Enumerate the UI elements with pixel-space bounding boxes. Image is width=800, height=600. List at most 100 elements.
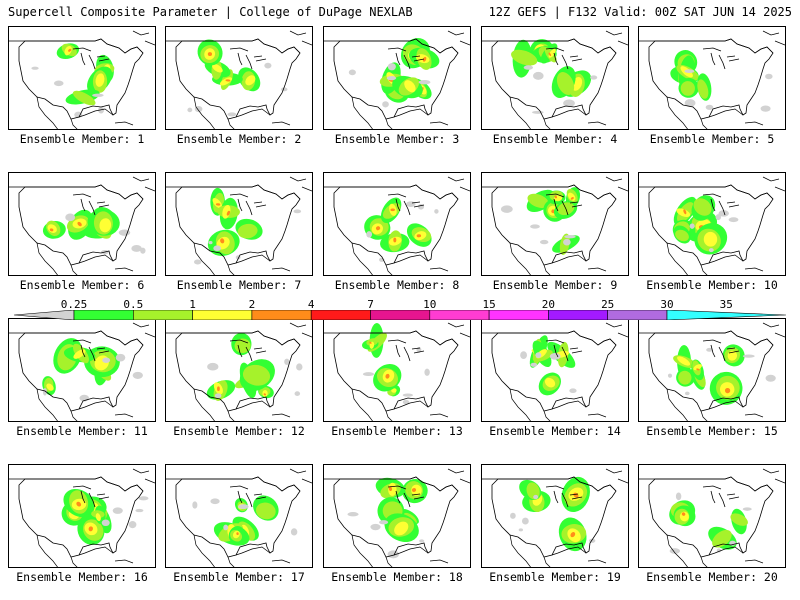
- usa-outline: [18, 330, 144, 412]
- ensemble-member-label: Ensemble Member: 5: [649, 132, 775, 146]
- usa-outline: [175, 38, 301, 120]
- usa-outline: [18, 38, 144, 120]
- gulf-coast: [708, 254, 744, 264]
- canada-coast: [762, 30, 785, 46]
- usa-outline: [491, 476, 617, 558]
- cuba: [114, 413, 134, 418]
- gulf-coast: [78, 400, 114, 410]
- great-lakes: [702, 485, 740, 508]
- map-svg: [324, 27, 470, 129]
- gulf-coast: [78, 254, 114, 264]
- gulf-coast: [708, 400, 744, 410]
- map-background: [639, 27, 785, 129]
- cuba: [429, 559, 449, 564]
- cuba: [271, 121, 291, 126]
- parameter-field: [206, 332, 303, 401]
- usa-outline: [491, 184, 617, 266]
- canada-coast: [132, 322, 155, 338]
- colorbar-tick-label: 35: [719, 298, 733, 311]
- colorbar-tick-label: 10: [423, 298, 437, 311]
- cuba: [744, 413, 764, 418]
- map-svg: [482, 173, 628, 275]
- map-background: [166, 465, 312, 567]
- map-svg: [482, 27, 628, 129]
- map-svg: [9, 27, 155, 129]
- great-lakes: [229, 339, 267, 362]
- ensemble-map: [481, 172, 629, 276]
- colorbar-tick-label: 4: [307, 298, 315, 311]
- canada-coast: [132, 468, 155, 484]
- mexico-coast: [351, 242, 393, 275]
- ensemble-member-label: Ensemble Member: 18: [331, 570, 463, 584]
- usa-outline: [333, 476, 459, 558]
- cuba: [744, 267, 764, 272]
- canada-coast: [447, 176, 470, 192]
- colorbar-tick-label: 30: [660, 298, 674, 311]
- parameter-field: [670, 50, 773, 112]
- ensemble-member-label: Ensemble Member: 19: [489, 570, 621, 584]
- ensemble-map: [8, 26, 156, 130]
- colorbar-bar: [14, 310, 786, 320]
- usa-outline: [648, 38, 774, 120]
- map-svg: [639, 465, 785, 567]
- colorbar-tick-label: 25: [601, 298, 615, 311]
- map-svg: [639, 173, 785, 275]
- ensemble-member-label: Ensemble Member: 15: [646, 424, 778, 438]
- ensemble-map: [165, 464, 313, 568]
- colorbar-tick-label: 2: [248, 298, 256, 311]
- parameter-field: [667, 344, 776, 405]
- canada-coast: [605, 176, 628, 192]
- map-svg: [482, 465, 628, 567]
- ensemble-member-label: Ensemble Member: 2: [176, 132, 302, 146]
- map-svg: [324, 173, 470, 275]
- parameter-field: [362, 322, 430, 405]
- canada-coast: [132, 176, 155, 192]
- map-svg: [324, 319, 470, 421]
- map-svg: [9, 465, 155, 567]
- gulf-coast: [551, 108, 587, 118]
- ensemble-member-label: Ensemble Member: 17: [173, 570, 305, 584]
- canada-coast: [447, 30, 470, 46]
- parameter-field: [192, 495, 298, 546]
- gulf-coast: [78, 546, 114, 556]
- parameter-field: [511, 39, 598, 114]
- canada-coast: [605, 468, 628, 484]
- colorbar-ticks: 0.25 0.5 1 2 4 7 10 15 20 25 30 35: [14, 298, 786, 311]
- usa-outline: [175, 476, 301, 558]
- map-background: [324, 173, 470, 275]
- map-background: [639, 465, 785, 567]
- canada-coast: [447, 322, 470, 338]
- great-lakes: [702, 193, 740, 216]
- parameter-field: [672, 195, 739, 255]
- canada-coast: [289, 176, 312, 192]
- ensemble-member-label: Ensemble Member: 1: [19, 132, 145, 146]
- map-svg: [9, 319, 155, 421]
- ensemble-map: [323, 464, 471, 568]
- canada-coast: [289, 30, 312, 46]
- parameter-field: [348, 38, 440, 108]
- map-background: [482, 465, 628, 567]
- cuba: [587, 413, 607, 418]
- map-background: [482, 173, 628, 275]
- ensemble-member-label: Ensemble Member: 9: [492, 278, 618, 292]
- colorbar-segment: [310, 310, 371, 320]
- colorbar: 0.25 0.5 1 2 4 7 10 15 20 25 30 35: [14, 298, 786, 320]
- map-svg: [9, 173, 155, 275]
- usa-outline: [18, 476, 144, 558]
- parameter-field: [347, 477, 428, 559]
- header-valid-time: 12Z GEFS | F132 Valid: 00Z SAT JUN 14 20…: [488, 5, 792, 19]
- parameter-field: [193, 187, 302, 265]
- ensemble-map: [638, 318, 786, 422]
- cuba: [114, 121, 134, 126]
- gulf-coast: [708, 108, 744, 118]
- colorbar-segment: [251, 310, 312, 320]
- ensemble-map: [638, 26, 786, 130]
- ensemble-member-label: Ensemble Member: 12: [173, 424, 305, 438]
- ensemble-member-label: Ensemble Member: 20: [646, 570, 778, 584]
- ensemble-map: [638, 464, 786, 568]
- gulf-coast: [393, 546, 429, 556]
- parameter-field: [31, 43, 115, 118]
- mexico-coast: [509, 96, 551, 129]
- header-title: Supercell Composite Parameter | College …: [8, 5, 413, 19]
- ensemble-map: [165, 172, 313, 276]
